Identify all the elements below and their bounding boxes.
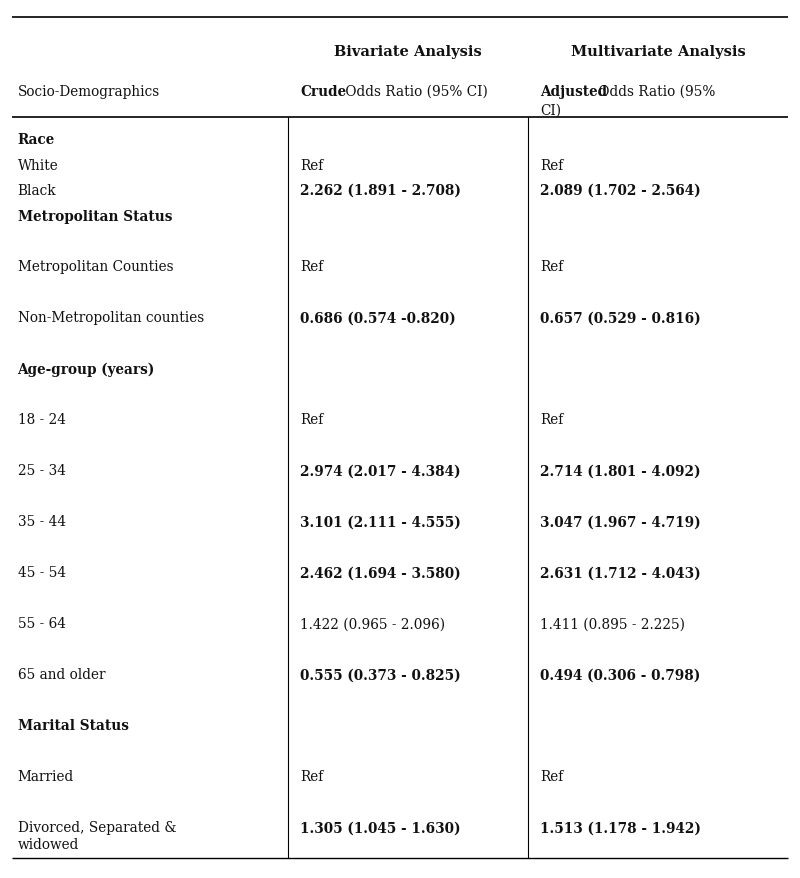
Text: 2.262 (1.891 - 2.708): 2.262 (1.891 - 2.708) [300, 184, 461, 198]
Text: Non-Metropolitan counties: Non-Metropolitan counties [18, 311, 204, 325]
Text: Marital Status: Marital Status [18, 719, 129, 732]
Text: Bivariate Analysis: Bivariate Analysis [334, 45, 482, 59]
Text: 3.101 (2.111 - 4.555): 3.101 (2.111 - 4.555) [300, 515, 461, 529]
Text: Odds Ratio (95% CI): Odds Ratio (95% CI) [341, 85, 488, 99]
Text: Odds Ratio (95%: Odds Ratio (95% [594, 85, 715, 99]
Text: 1.305 (1.045 - 1.630): 1.305 (1.045 - 1.630) [300, 821, 461, 835]
Text: Metropolitan Status: Metropolitan Status [18, 209, 172, 223]
Text: Black: Black [18, 184, 56, 198]
Text: Race: Race [18, 133, 55, 147]
Text: 3.047 (1.967 - 4.719): 3.047 (1.967 - 4.719) [540, 515, 701, 529]
Text: Ref: Ref [540, 413, 563, 427]
Text: White: White [18, 158, 58, 172]
Text: Ref: Ref [540, 158, 563, 172]
Text: Married: Married [18, 770, 74, 783]
Text: Socio-Demographics: Socio-Demographics [18, 85, 160, 99]
Text: 1.513 (1.178 - 1.942): 1.513 (1.178 - 1.942) [540, 821, 701, 835]
Text: 45 - 54: 45 - 54 [18, 565, 66, 579]
Text: Ref: Ref [300, 413, 323, 427]
Text: Ref: Ref [300, 158, 323, 172]
Text: 35 - 44: 35 - 44 [18, 515, 66, 529]
Text: Age-group (years): Age-group (years) [18, 362, 155, 377]
Text: 1.411 (0.895 - 2.225): 1.411 (0.895 - 2.225) [540, 617, 685, 630]
Text: Multivariate Analysis: Multivariate Analysis [570, 45, 746, 59]
Text: 0.657 (0.529 - 0.816): 0.657 (0.529 - 0.816) [540, 311, 701, 325]
Text: Adjusted: Adjusted [540, 85, 607, 99]
Text: 2.631 (1.712 - 4.043): 2.631 (1.712 - 4.043) [540, 565, 701, 579]
Text: 1.422 (0.965 - 2.096): 1.422 (0.965 - 2.096) [300, 617, 445, 630]
Text: Ref: Ref [300, 770, 323, 783]
Text: Metropolitan Counties: Metropolitan Counties [18, 260, 174, 274]
Text: 0.494 (0.306 - 0.798): 0.494 (0.306 - 0.798) [540, 668, 700, 681]
Text: 2.974 (2.017 - 4.384): 2.974 (2.017 - 4.384) [300, 464, 461, 478]
Text: 25 - 34: 25 - 34 [18, 464, 66, 478]
Text: 65 and older: 65 and older [18, 668, 105, 681]
Text: 2.462 (1.694 - 3.580): 2.462 (1.694 - 3.580) [300, 565, 461, 579]
Text: Ref: Ref [540, 770, 563, 783]
Text: Ref: Ref [540, 260, 563, 274]
Text: CI): CI) [540, 104, 561, 118]
Text: Crude: Crude [300, 85, 346, 99]
Text: Divorced, Separated &
widowed: Divorced, Separated & widowed [18, 821, 176, 851]
Text: 18 - 24: 18 - 24 [18, 413, 66, 427]
Text: 0.686 (0.574 -0.820): 0.686 (0.574 -0.820) [300, 311, 456, 325]
Text: Ref: Ref [300, 260, 323, 274]
Text: 2.714 (1.801 - 4.092): 2.714 (1.801 - 4.092) [540, 464, 701, 478]
Text: 55 - 64: 55 - 64 [18, 617, 66, 630]
Text: 0.555 (0.373 - 0.825): 0.555 (0.373 - 0.825) [300, 668, 461, 681]
Text: 2.089 (1.702 - 2.564): 2.089 (1.702 - 2.564) [540, 184, 701, 198]
